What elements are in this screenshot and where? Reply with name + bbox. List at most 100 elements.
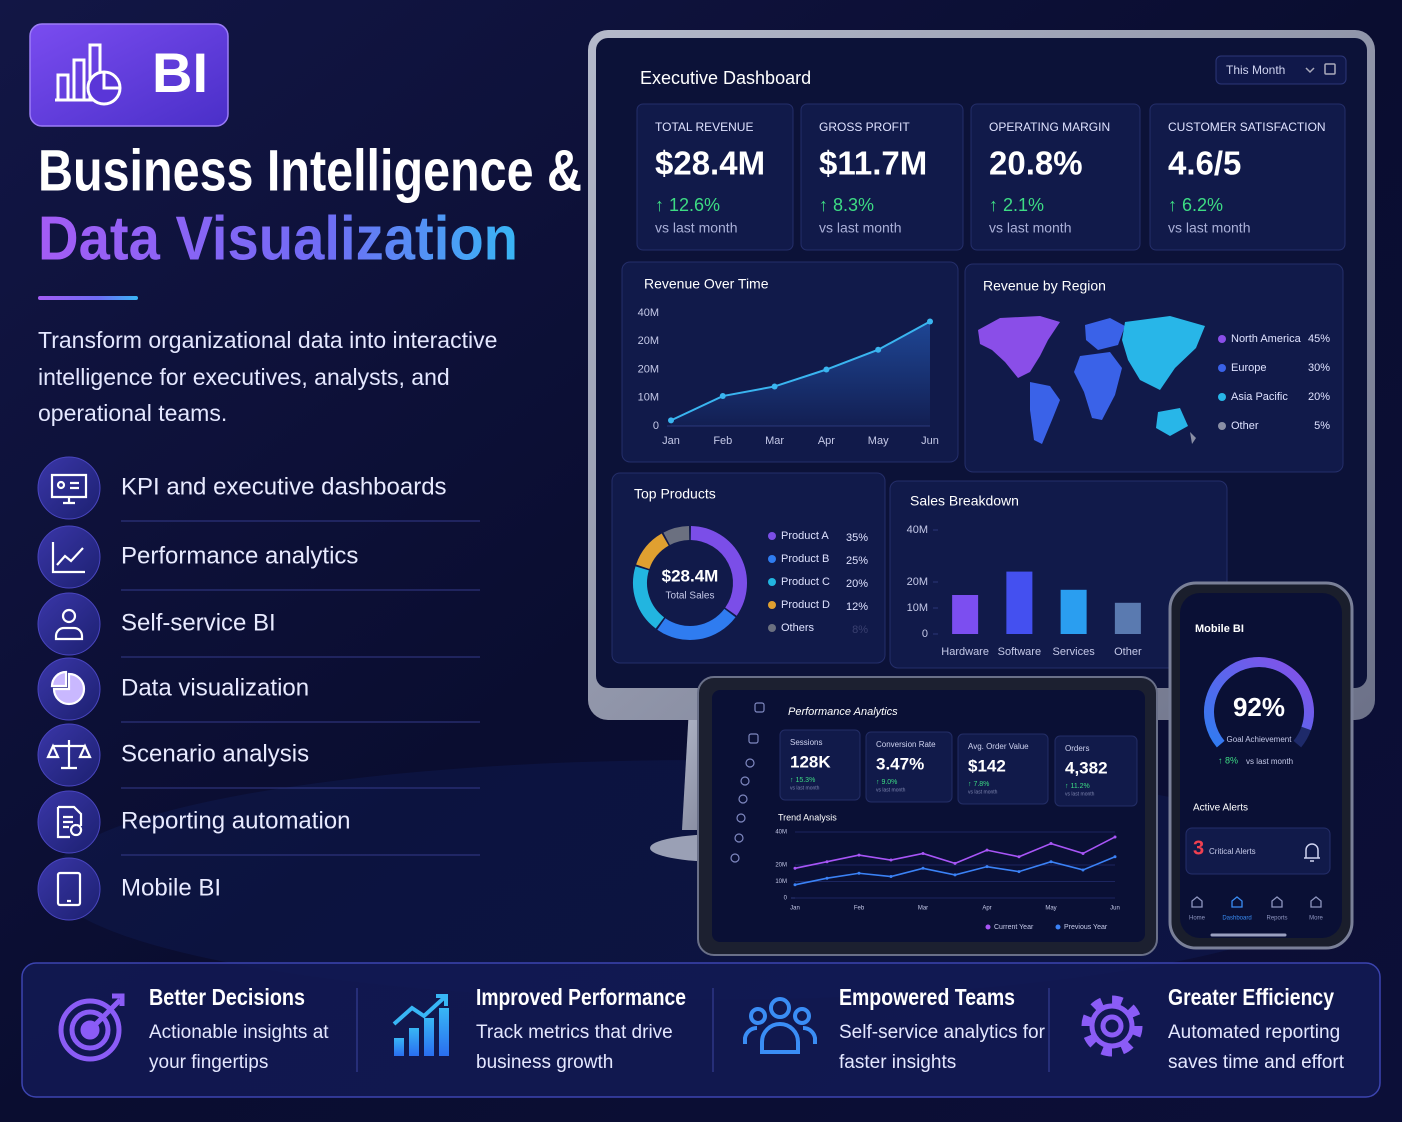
bar: [1114, 602, 1141, 634]
line-point: [793, 866, 797, 870]
line: [670, 320, 931, 422]
nav-label: Dashboard: [1222, 916, 1251, 922]
title-underline: [38, 296, 138, 300]
x-tick-label: May: [868, 435, 889, 447]
y-tick-label: 10M: [907, 602, 928, 614]
line-point: [875, 346, 882, 353]
kpi-value: 128K: [790, 752, 831, 771]
kpi-change: ↑ 8.3%: [819, 195, 874, 215]
line-point: [857, 871, 861, 875]
dashboard-title: Executive Dashboard: [640, 68, 811, 88]
y-tick-label: 0: [653, 420, 659, 432]
target-icon: [58, 993, 125, 1062]
feature-icon: [56, 805, 83, 839]
kpi-value: $142: [968, 756, 1006, 775]
gauge-label: Goal Achievement: [1227, 735, 1293, 744]
donut-segment: [633, 566, 665, 629]
benefit-title: Better Decisions: [149, 984, 305, 1010]
alerts-title: Active Alerts: [1193, 803, 1248, 814]
map-shape: [1074, 352, 1122, 420]
donut-segment: [636, 533, 669, 570]
y-tick-label: 20M: [638, 335, 659, 347]
legend-share: 5%: [1314, 420, 1330, 432]
value-label: 20%: [846, 578, 868, 590]
line-point: [771, 383, 778, 390]
feature-text: Mobile BI: [121, 874, 221, 901]
alert-text: Critical Alerts: [1209, 847, 1256, 856]
line-point: [825, 860, 829, 864]
x-tick-label: Apr: [818, 435, 835, 447]
chart-title: Trend Analysis: [778, 812, 837, 822]
kpi-label: Conversion Rate: [876, 740, 936, 749]
benefit-title: Empowered Teams: [839, 984, 1015, 1010]
feature-text: Scenario analysis: [121, 740, 309, 767]
tablet-sidebar: [730, 702, 765, 863]
donut-segment: [690, 526, 747, 616]
hero-title: Business Intelligence &: [38, 138, 582, 203]
x-tick-label: Jan: [790, 906, 800, 912]
y-tick-label: 0: [784, 896, 788, 902]
y-tick-label: 20M: [907, 576, 928, 588]
legend-dot: [1218, 422, 1226, 430]
calendar-icon: [1324, 63, 1336, 75]
legend-dot: [985, 924, 991, 930]
x-tick-label: Mar: [765, 435, 784, 447]
bar: [952, 595, 979, 634]
gear-icon: [1081, 995, 1143, 1057]
y-tick-label: 20M: [638, 363, 659, 375]
legend-share: 30%: [1308, 362, 1330, 374]
line-point: [953, 873, 957, 877]
y-tick-label: 40M: [907, 524, 928, 536]
period-text: This Month: [1226, 63, 1285, 77]
line-point: [927, 318, 933, 325]
x-tick-label: May: [1045, 906, 1056, 912]
line-point: [1049, 860, 1053, 864]
kpi-change: ↑ 11.2%: [1065, 783, 1090, 790]
kpi-value: 4,382: [1065, 758, 1108, 777]
gauge-value: [1204, 657, 1314, 748]
kpi-note: vs last month: [876, 787, 906, 793]
legend-dot: [1055, 924, 1061, 930]
kpi-change: ↑ 12.6%: [655, 195, 720, 215]
line-point: [889, 858, 893, 862]
line-point: [1017, 855, 1021, 859]
line-area: [671, 321, 930, 426]
kpi-change: ↑ 9.0%: [876, 779, 897, 786]
legend-dot: [1218, 335, 1226, 343]
y-tick-label: 10M: [638, 392, 659, 404]
kpi-label: OPERATING MARGIN: [989, 120, 1110, 134]
legend-dot: [768, 601, 776, 609]
line-point: [1113, 855, 1117, 859]
legend-label: North America: [1231, 333, 1302, 345]
logo-icon: [55, 43, 122, 106]
line-point: [921, 866, 925, 870]
nav-icon: [1271, 896, 1283, 908]
alert-box[interactable]: [1185, 827, 1331, 875]
kpi-label: Sessions: [790, 738, 822, 747]
legend-dot: [1218, 364, 1226, 372]
line-point: [889, 875, 893, 879]
kpi-value: 20.8%: [989, 145, 1083, 182]
kpi-card: [636, 103, 794, 251]
y-tick-label: 0: [922, 628, 928, 640]
legend-label: Product D: [781, 599, 830, 611]
feature-text: Performance analytics: [121, 542, 358, 569]
bar: [1006, 571, 1033, 634]
period-select[interactable]: [1215, 55, 1347, 85]
line-point: [1113, 835, 1117, 839]
feature-icon: [56, 871, 82, 907]
panel-title: Top Products: [634, 486, 716, 502]
kpi-label: TOTAL REVENUE: [655, 120, 753, 134]
feature-icon: [54, 608, 84, 641]
value-label: 25%: [846, 555, 868, 567]
line-point: [1081, 851, 1085, 855]
legend-dot: [768, 624, 776, 632]
value-label: 35%: [846, 532, 868, 544]
benefit-title: Greater Efficiency: [1168, 984, 1334, 1010]
bell-icon: [1304, 843, 1320, 862]
y-tick-label: 20M: [775, 863, 787, 869]
benefit-text: Actionable insights at your fingertips: [149, 1022, 329, 1073]
legend-label: Europe: [1231, 362, 1266, 374]
legend-label: Other: [1231, 420, 1259, 432]
